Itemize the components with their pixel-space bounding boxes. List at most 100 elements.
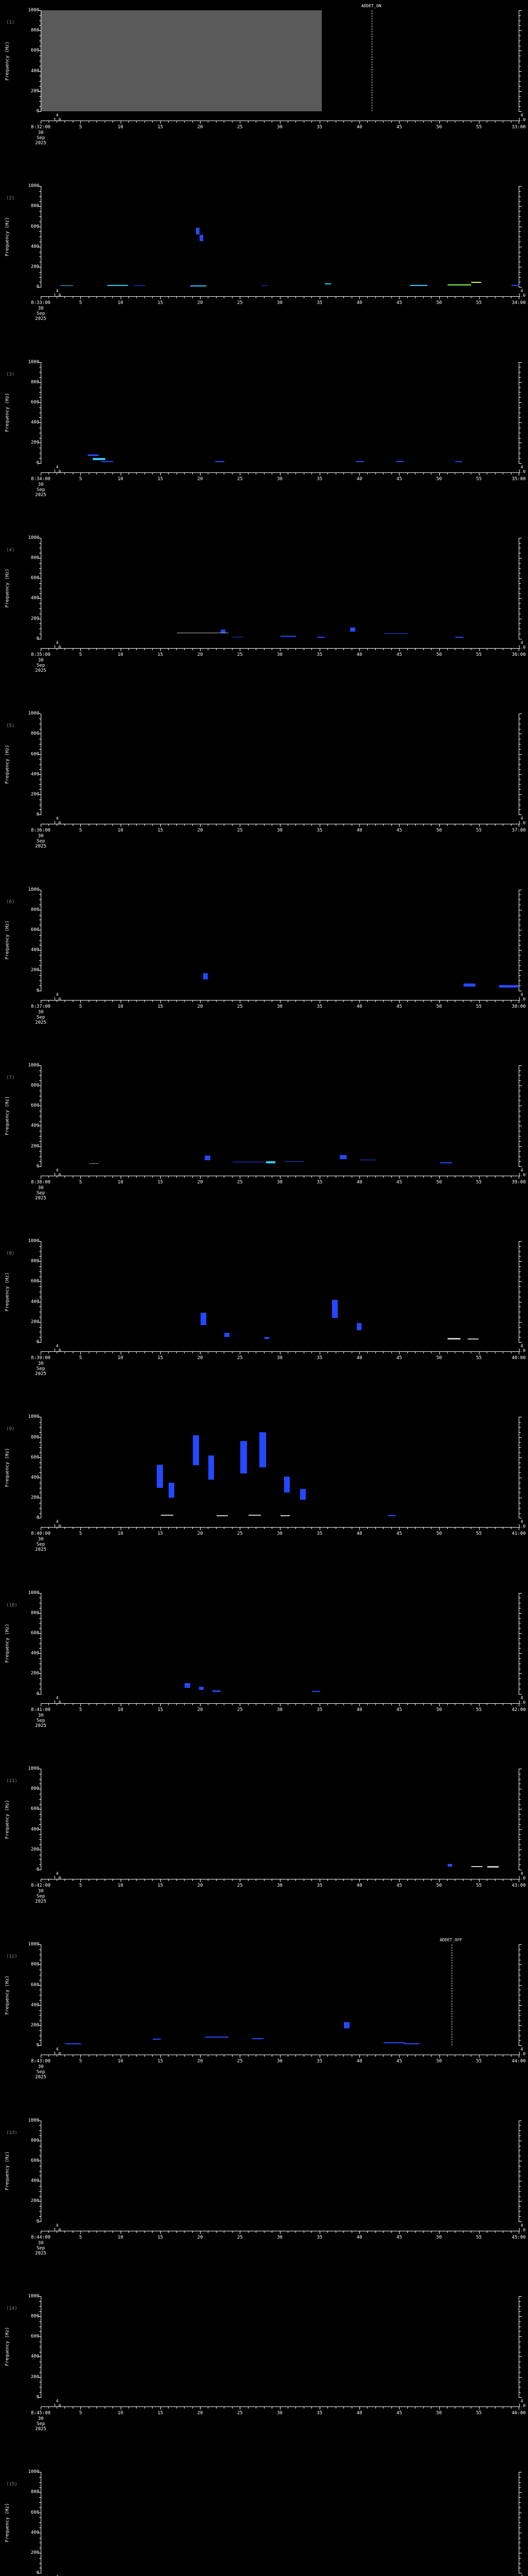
date-line: 2025 [35,844,46,850]
x-tick [136,1879,137,1881]
y-tick-label: 1000 [28,1239,39,1244]
y-tick-labels: 0 200 400 600 800 1000 [18,1767,39,1872]
x-tick [439,999,440,1003]
colorbar-tick-top: 4 [56,289,59,294]
x-tick [80,999,81,1003]
x-tick [311,1879,312,1881]
x-tick [96,648,97,650]
date-line: Sep [36,1542,45,1548]
colorbar-tick-bottom-right: 1.0 [518,1172,526,1177]
spectral-detection [344,2022,350,2028]
x-tick-label: 30 [277,2234,283,2240]
y-tick [39,749,41,750]
x-tick [160,2230,161,2234]
x-tick-label: 50 [436,2410,442,2416]
y-tick [39,769,41,770]
panel-number: (5) [6,723,15,729]
plot-area [38,2472,522,2574]
x-tick [391,472,392,474]
x-tick [152,296,153,299]
x-tick [128,2406,129,2409]
x-tick-label: 50 [436,125,442,130]
date-line: Sep [36,1894,45,1899]
x-tick [510,472,512,474]
spectral-detection [157,1464,163,1488]
x-tick [263,999,265,1002]
x-tick [152,121,153,123]
x-tick [168,1879,169,1881]
colorbar-tick-bottom: 1.0 [53,1700,61,1705]
x-tick-label: 40 [356,2410,362,2416]
colorbar-tick-bottom-right: 1.0 [518,996,526,1002]
x-tick-label: 20 [197,1531,203,1537]
x-tick [152,1175,153,1178]
x-tick [263,2055,265,2057]
x-tick [232,472,233,474]
y-tick-right [519,30,522,31]
y-tick-right [519,231,521,232]
y-tick-label: 800 [30,555,39,561]
spectral-detection [89,1163,99,1164]
y-axis-title: Frequency (Hz) [4,1241,11,1342]
x-tick [463,2230,464,2233]
y-tick-right [519,749,521,750]
x-tick [439,2055,440,2058]
date-stack: 30 Sep 2025 [35,658,46,673]
x-tick [96,2230,97,2233]
x-tick [168,1351,169,1354]
y-tick [39,1778,41,1780]
x-tick [327,296,328,299]
y-tick [39,1266,41,1267]
x-tick [176,121,177,123]
x-tick [152,2055,153,2057]
x-tick [478,1879,480,1882]
x-tick [216,1527,217,1530]
x-tick-labels: 8:39:00 5 10 15 20 25 30 35 40 45 50 55 40:00 [0,1355,528,1361]
y-tick [39,2206,41,2207]
y-tick-right [519,2191,521,2192]
x-tick-label: 15 [157,1179,163,1185]
x-tick-label: 45 [396,300,402,306]
y-tick-right [519,1121,521,1122]
x-tick-label: 50 [436,1883,442,1888]
date-line: 30 [38,306,44,312]
y-tick [38,402,41,403]
x-tick [200,296,201,300]
x-tick [112,824,113,826]
y-tick-right [519,2321,521,2322]
x-tick [263,121,265,123]
x-tick [152,1351,153,1354]
x-tick [383,121,384,123]
x-tick [112,121,113,123]
x-tick [375,824,376,826]
y-tick-right [519,970,522,971]
x-tick-label: 55 [476,1707,482,1713]
x-tick [367,648,368,650]
x-tick [80,296,81,300]
y-tick [38,1592,41,1594]
y-tick-right [519,1613,522,1614]
date-line: Sep [36,1014,45,1020]
x-tick [327,1527,328,1530]
x-tick-label: 15 [157,2410,163,2416]
x-tick [510,1175,512,1178]
y-tick-label: 200 [30,2374,39,2380]
x-tick [327,1879,328,1881]
spectral-detection [266,1161,276,1164]
y-tick-right [519,50,522,52]
x-tick-label: 5 [79,476,82,482]
x-tick [48,2406,50,2409]
x-tick-label: 30 [277,2410,283,2416]
x-tick-label: 40 [356,300,362,306]
y-tick [38,1321,41,1323]
x-tick [144,1879,145,1881]
x-tick [176,1879,177,1881]
x-tick [383,2406,384,2409]
y-axis-title-text: Frequency (Hz) [5,744,10,784]
x-tick [367,1351,368,1354]
x-tick-label: 45 [396,1707,402,1713]
x-tick-label: 55 [476,300,482,306]
y-tick-right [519,2045,522,2046]
y-tick-label: 0 [36,2043,39,2048]
x-tick-label-end: 42:00 [512,1707,526,1713]
